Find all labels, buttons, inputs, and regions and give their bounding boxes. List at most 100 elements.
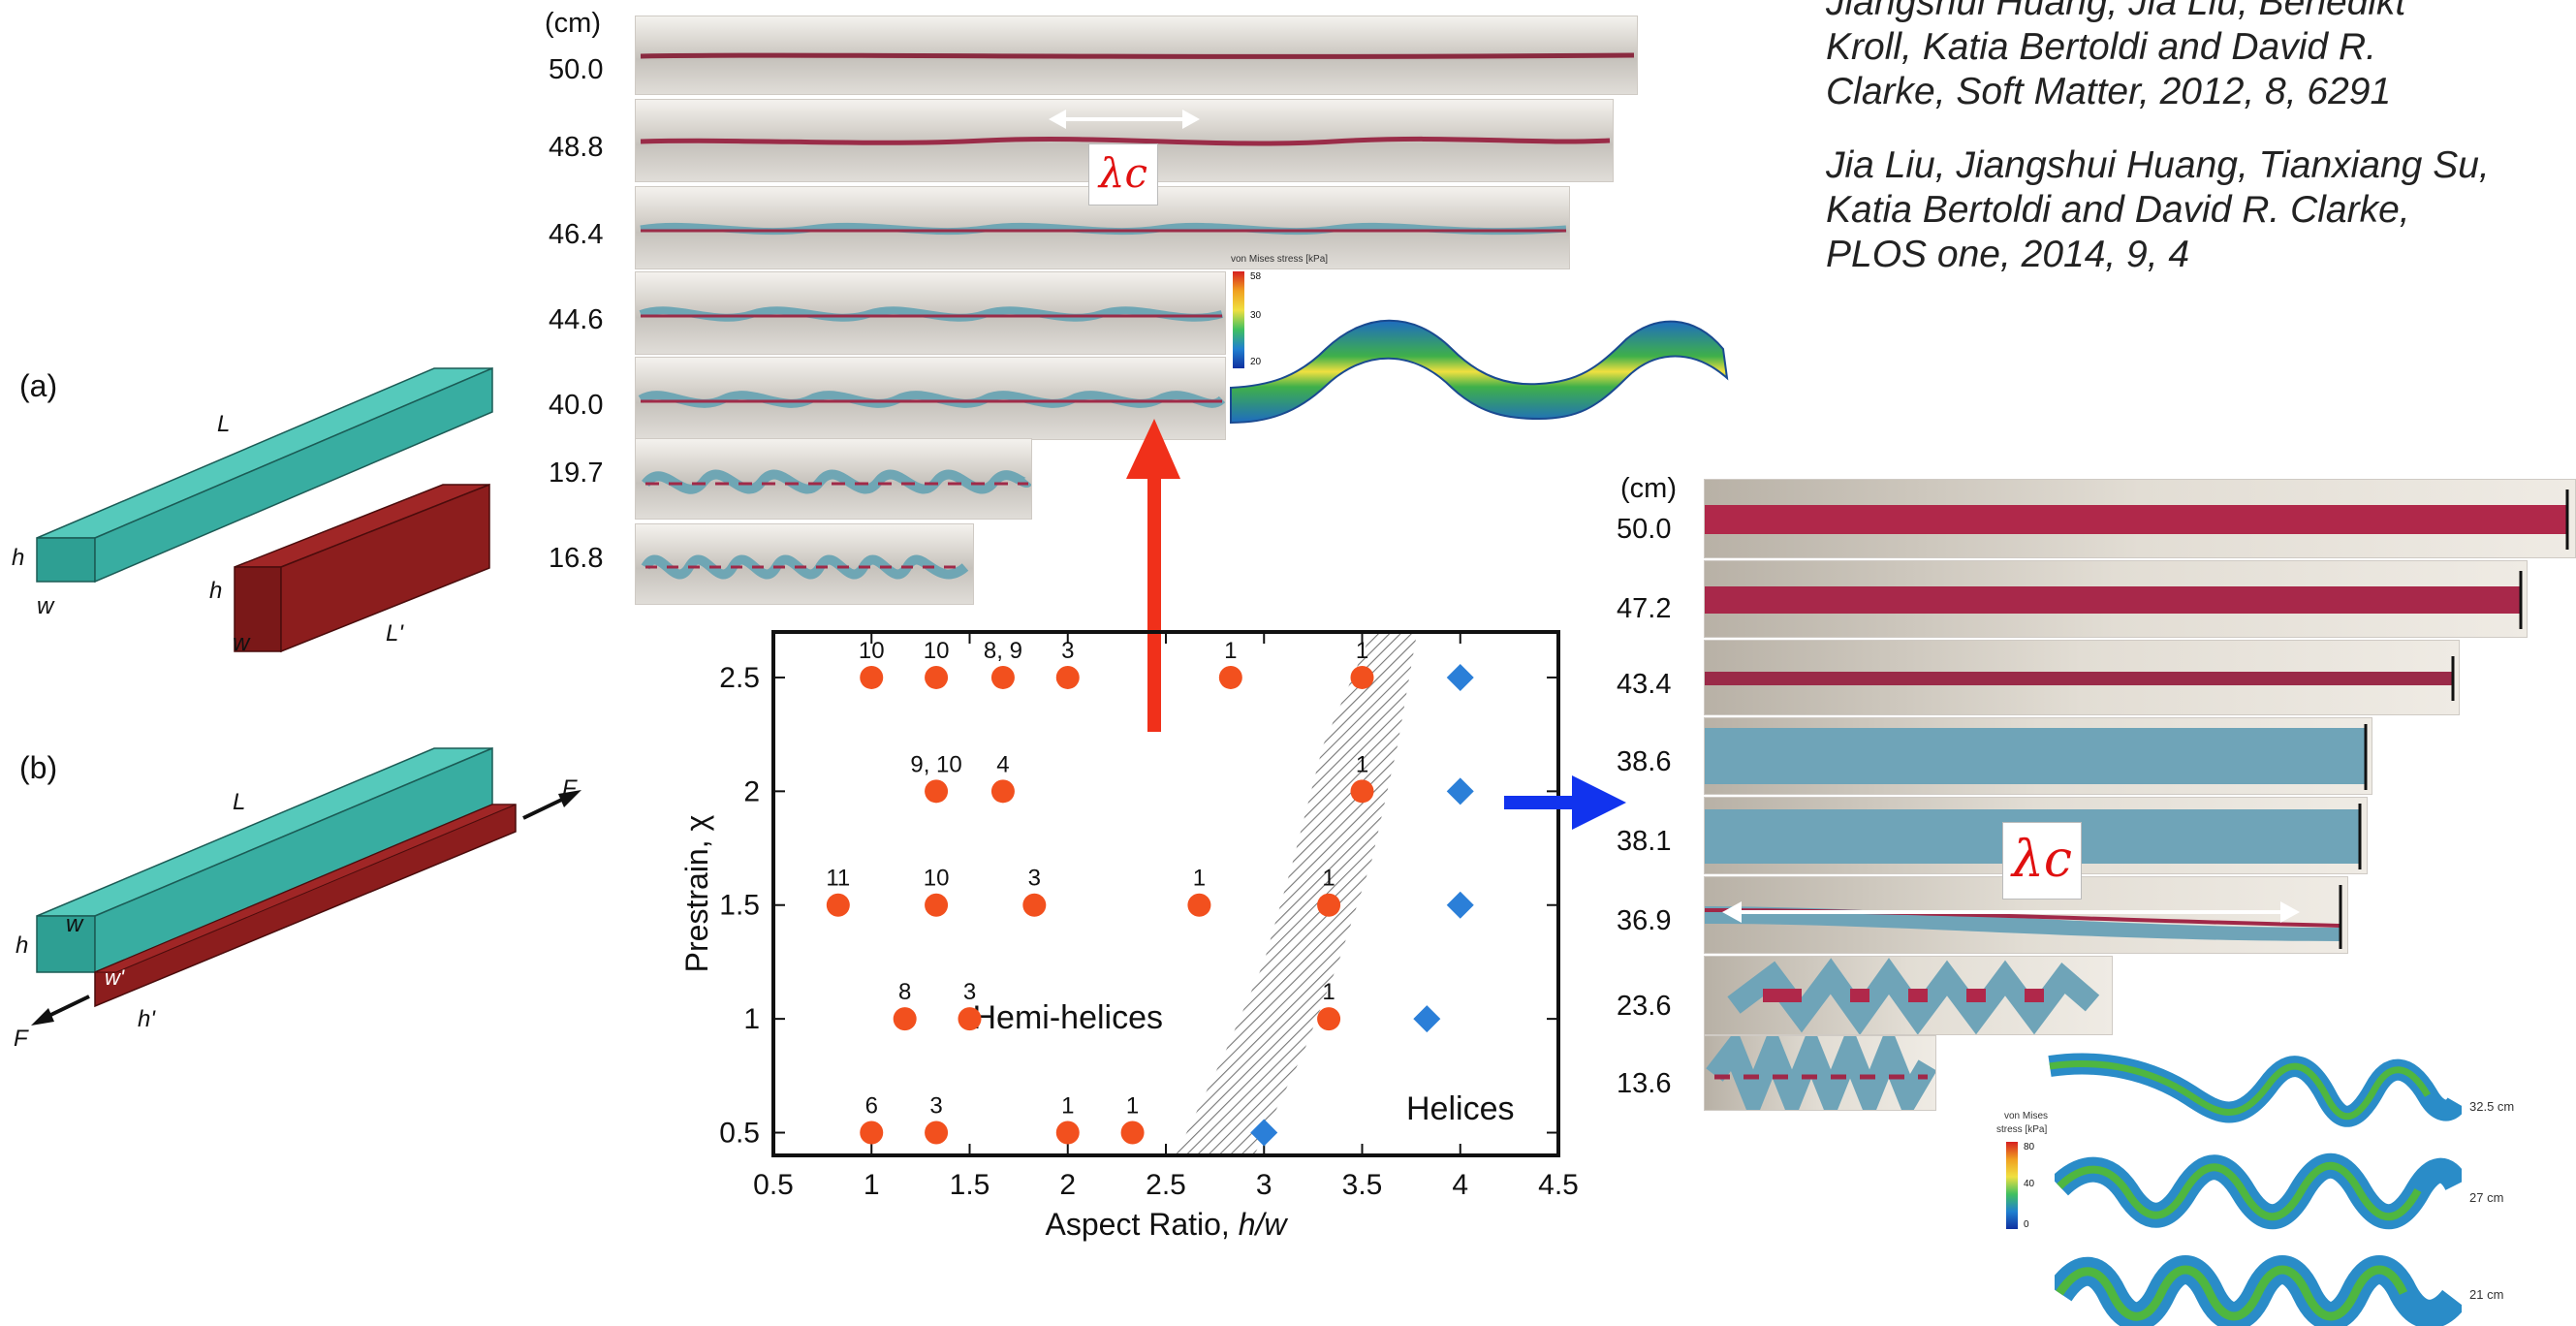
data-point-label: 11 — [826, 866, 850, 892]
fem-helix-2 — [2055, 1152, 2462, 1230]
data-point-label: 1 — [1322, 979, 1335, 1005]
data-point-circle — [1055, 665, 1080, 689]
lambda-arrow-right — [1722, 901, 2300, 923]
fem-helix-2-label: 27 cm — [2469, 1190, 2504, 1205]
fem-helix-3-label: 21 cm — [2469, 1287, 2504, 1302]
schematic-a-h-prime-beam: h — [209, 578, 223, 604]
reference-1-line-1: Jiangshui Huang, Jia Liu, Benedikt — [1826, 0, 2406, 23]
fem-right-colorbar-title-1: von Mises — [2004, 1111, 2049, 1121]
lambda-label-top: λc — [1088, 143, 1158, 205]
schematic-b-F-left: F — [14, 1026, 28, 1052]
data-point-label: 9, 10 — [910, 751, 961, 777]
right-strip-length-5: 38.1 — [1617, 826, 1672, 857]
schematic-a-L: L — [217, 411, 231, 437]
data-point-circle — [925, 779, 949, 804]
reference-2-line-2: Katia Bertoldi and David R. Clarke, — [1826, 189, 2410, 231]
x-tick-label: 2.5 — [1146, 1169, 1186, 1201]
data-point-diamond — [1250, 1119, 1278, 1147]
fem-top-contour — [1230, 319, 1729, 425]
data-point-label: 1 — [1356, 638, 1368, 664]
left-strip-length-6: 19.7 — [549, 458, 604, 489]
y-tick-label: 2 — [743, 775, 760, 807]
data-point-label: 10 — [924, 638, 950, 664]
schematic-a-L-prime: L' — [386, 620, 403, 647]
left-strip-length-5: 40.0 — [549, 390, 604, 421]
schematic-a-w: w — [37, 593, 54, 619]
phase-boundary-band — [1176, 632, 1418, 1155]
schematic-b-h-prime: h' — [138, 1006, 155, 1032]
fem-top-tick-3: 20 — [1250, 357, 1262, 367]
data-point-circle — [1350, 779, 1374, 804]
right-strip-photo-3 — [1704, 640, 2460, 715]
data-point-diamond — [1446, 777, 1474, 805]
data-point-circle — [860, 1121, 884, 1145]
right-strip-length-8: 13.6 — [1617, 1068, 1672, 1099]
fem-helix-3 — [2055, 1255, 2462, 1326]
x-tick-label: 4.5 — [1538, 1169, 1579, 1201]
y-tick-label: 0.5 — [719, 1118, 760, 1150]
left-strip-photo-6 — [635, 438, 1032, 520]
data-point-circle — [860, 665, 884, 689]
data-point-label: 8, 9 — [984, 638, 1022, 664]
data-point-label: 1 — [1356, 751, 1368, 777]
left-strip-photo-7 — [635, 523, 974, 605]
schematic-b-beams — [31, 746, 581, 1026]
data-point-label: 3 — [1061, 638, 1074, 664]
data-point-diamond — [1413, 1005, 1441, 1033]
data-point-circle — [1350, 665, 1374, 689]
schematic-b-L: L — [233, 789, 246, 815]
fem-helix-1 — [2048, 1053, 2462, 1127]
fem-top-tick-1: 58 — [1250, 271, 1262, 282]
reference-2-line-1: Jia Liu, Jiangshui Huang, Tianxiang Su, — [1826, 144, 2490, 186]
fem-right-tick-3: 0 — [2024, 1219, 2029, 1230]
fem-top-colorbar — [1233, 271, 1244, 368]
data-point-label: 1 — [1224, 638, 1237, 664]
data-point-circle — [925, 665, 949, 689]
data-point-circle — [990, 779, 1015, 804]
x-tick-label: 4 — [1452, 1169, 1468, 1201]
data-point-label: 1 — [1193, 866, 1206, 892]
right-strip-length-3: 43.4 — [1617, 669, 1672, 700]
reference-2: Jia Liu, Jiangshui Huang, Tianxiang Su, … — [1826, 143, 2490, 277]
data-point-label: 1 — [1322, 866, 1335, 892]
data-point-label: 1 — [1126, 1093, 1139, 1120]
data-point-circle — [1187, 893, 1211, 917]
up-arrow — [1126, 419, 1180, 732]
data-point-circle — [1317, 1007, 1341, 1031]
fem-right-colorbar-title-2: stress [kPa] — [1996, 1124, 2048, 1135]
right-strip-photo-1 — [1704, 479, 2576, 558]
left-strip-photo-4 — [635, 271, 1226, 355]
panel-b-label: (b) — [19, 750, 58, 785]
data-point-circle — [925, 1121, 949, 1145]
x-axis-label: Aspect Ratio, h/w — [1046, 1207, 1289, 1242]
data-point-circle — [1317, 893, 1341, 917]
region-label-helices: Helices — [1406, 1090, 1514, 1127]
schematic-a-beams — [36, 366, 493, 653]
right-strip-photo-4 — [1704, 717, 2372, 795]
data-point-label: 3 — [1028, 866, 1041, 892]
fem-top-tick-2: 30 — [1250, 310, 1262, 321]
x-tick-label: 3.5 — [1342, 1169, 1383, 1201]
left-strip-length-1: 50.0 — [549, 54, 604, 85]
reference-1-line-3: Clarke, Soft Matter, 2012, 8, 6291 — [1826, 71, 2392, 112]
left-strip-photo-1 — [635, 16, 1638, 95]
data-point-label: 10 — [924, 866, 950, 892]
fem-helix-1-label: 32.5 cm — [2469, 1099, 2515, 1114]
fem-right-tick-2: 40 — [2024, 1179, 2035, 1189]
left-strip-length-4: 44.6 — [549, 304, 604, 335]
lambda-arrow-top — [1049, 110, 1200, 129]
left-strip-length-7: 16.8 — [549, 543, 604, 574]
fem-right-tick-1: 80 — [2024, 1142, 2035, 1152]
right-strips-unit: (cm) — [1620, 473, 1677, 504]
data-point-label: 4 — [996, 751, 1009, 777]
reference-1-line-2: Kroll, Katia Bertoldi and David R. — [1826, 26, 2376, 68]
data-point-circle — [1022, 893, 1047, 917]
schematic-b-w-prime: w' — [105, 965, 125, 990]
region-label-hemi-helices: Hemi-helices — [973, 999, 1164, 1036]
right-strip-length-2: 47.2 — [1617, 593, 1672, 624]
right-strip-length-6: 36.9 — [1617, 905, 1672, 936]
x-tick-label: 1.5 — [950, 1169, 990, 1201]
data-point-circle — [1218, 665, 1242, 689]
data-point-label: 10 — [859, 638, 885, 664]
data-point-label: 3 — [929, 1093, 942, 1120]
